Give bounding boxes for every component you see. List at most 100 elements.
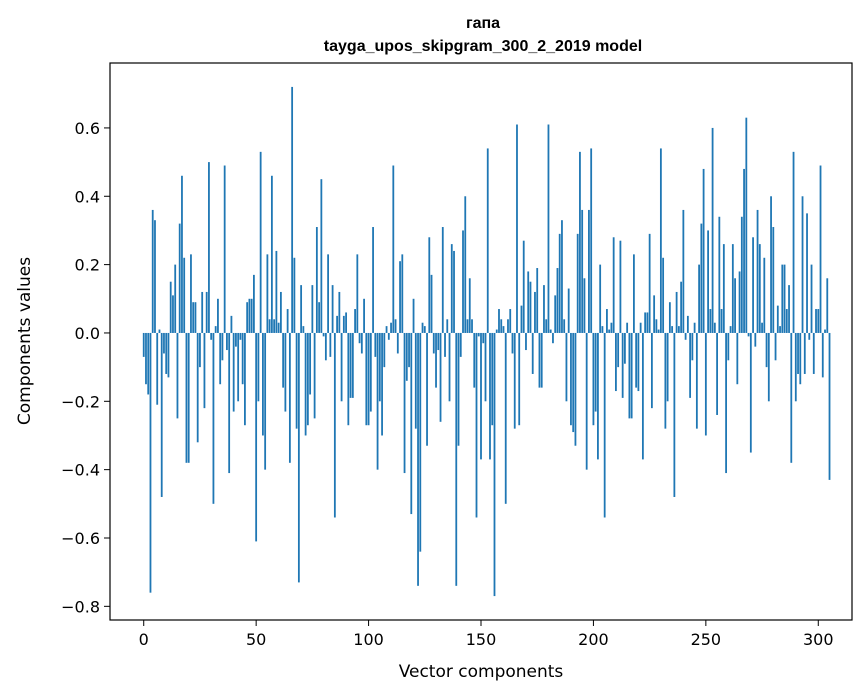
bar-284	[781, 264, 784, 333]
bar-63	[284, 332, 287, 412]
bar-58	[273, 319, 276, 333]
y-tick-label: 0.6	[75, 119, 100, 138]
bar-205	[603, 332, 606, 518]
bar-105	[378, 332, 381, 402]
bar-158	[498, 309, 500, 333]
bar-179	[545, 319, 548, 333]
bar-229	[657, 329, 660, 333]
bar-211	[617, 332, 620, 368]
bar-255	[716, 332, 718, 415]
bar-256	[718, 216, 721, 333]
bar-62	[282, 332, 285, 388]
bar-249	[702, 168, 705, 333]
bar-70	[300, 285, 303, 333]
bar-241	[684, 332, 687, 340]
bar-24	[196, 332, 199, 443]
bar-267	[743, 168, 745, 333]
bar-32	[214, 326, 217, 333]
bar-60	[277, 322, 280, 333]
bar-293	[801, 196, 804, 333]
y-tick-label: −0.8	[61, 597, 100, 616]
bar-168	[520, 305, 523, 333]
bar-165	[513, 332, 516, 429]
bar-228	[655, 319, 658, 333]
bar-149	[477, 332, 480, 337]
bar-252	[709, 309, 712, 333]
bar-90	[345, 312, 347, 333]
bar-1	[145, 332, 147, 385]
bar-235	[671, 326, 674, 333]
bar-154	[489, 332, 491, 460]
bar-136	[448, 332, 451, 402]
bar-291	[797, 332, 799, 374]
bar-289	[792, 151, 795, 333]
bar-197	[585, 332, 588, 470]
x-tick-label: 250	[691, 630, 722, 649]
bar-48	[250, 298, 253, 333]
bar-233	[666, 332, 669, 402]
bar-91	[347, 332, 350, 426]
bar-221	[639, 322, 642, 333]
bar-270	[749, 332, 752, 453]
bar-14	[174, 264, 177, 333]
bar-184	[556, 268, 559, 333]
bar-302	[821, 332, 824, 378]
bar-190	[570, 332, 572, 426]
bar-169	[522, 240, 525, 333]
bar-295	[806, 213, 808, 333]
bar-83	[329, 332, 332, 357]
bar-273	[756, 209, 759, 333]
bar-271	[752, 237, 754, 333]
bar-61	[279, 291, 282, 333]
bar-188	[565, 332, 568, 402]
bar-128	[430, 274, 433, 333]
bar-113	[396, 332, 399, 354]
bar-219	[635, 332, 638, 388]
bar-27	[203, 332, 206, 409]
bar-118	[408, 332, 410, 368]
bar-202	[597, 332, 599, 460]
bar-57	[270, 175, 273, 333]
bar-55	[266, 254, 269, 333]
bar-159	[500, 319, 503, 333]
bar-246	[695, 332, 698, 429]
bar-268	[745, 117, 748, 333]
bar-195	[581, 209, 584, 333]
bar-305	[828, 332, 831, 480]
bar-69	[297, 332, 300, 583]
bar-254	[713, 322, 716, 333]
bar-4	[151, 209, 154, 333]
chart-title: гапа	[466, 15, 500, 32]
bar-230	[659, 148, 662, 333]
bar-178	[543, 285, 545, 333]
bar-286	[785, 309, 788, 333]
bar-170	[525, 332, 527, 351]
bar-231	[662, 257, 665, 333]
bar-161	[504, 332, 507, 504]
bar-95	[356, 254, 359, 333]
bar-96	[358, 332, 361, 344]
bar-121	[414, 332, 417, 429]
bar-50	[255, 332, 258, 542]
bar-37	[226, 332, 228, 351]
bar-7	[158, 329, 161, 333]
bar-224	[646, 312, 649, 333]
bar-36	[223, 165, 226, 333]
bar-54	[264, 332, 267, 470]
bar-51	[257, 332, 260, 402]
bar-104	[376, 332, 379, 470]
bar-86	[336, 315, 338, 333]
bar-102	[372, 227, 374, 333]
bar-134	[444, 332, 446, 357]
bar-16	[178, 223, 181, 333]
bar-163	[509, 309, 512, 333]
bar-236	[673, 332, 676, 497]
bar-282	[776, 305, 779, 333]
bar-6	[156, 332, 159, 405]
bar-287	[788, 285, 790, 333]
y-tick-label: 0.4	[75, 187, 100, 206]
bar-232	[664, 332, 667, 429]
bar-73	[306, 332, 309, 426]
chart-subtitle: tayga_upos_skipgram_300_2_2019 model	[324, 38, 642, 55]
